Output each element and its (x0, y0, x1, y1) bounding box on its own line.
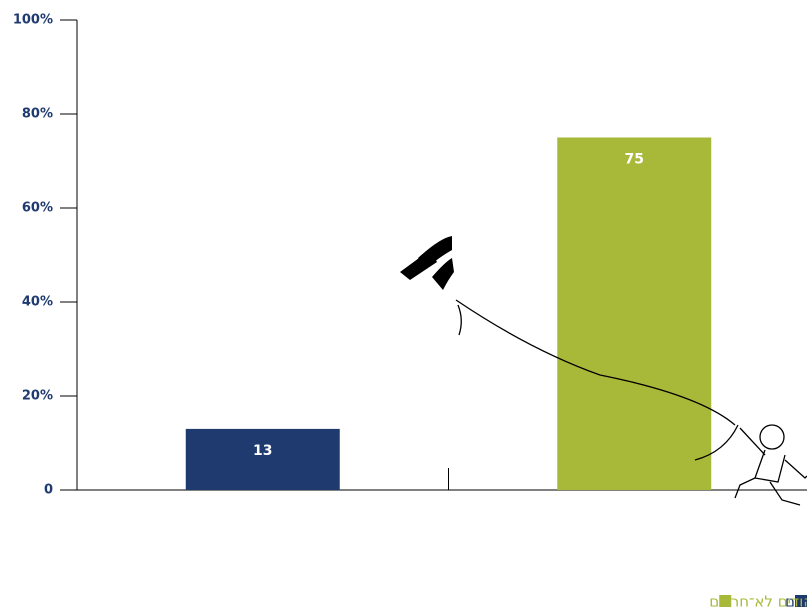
kid-body (734, 427, 807, 506)
plot: 0 20% 40% 60% 80% 100% 13 75 (13, 13, 807, 498)
bar (185, 428, 340, 490)
y-tick-label: 100% (13, 13, 53, 28)
bar (557, 137, 712, 490)
kite-stripe (432, 258, 454, 290)
kite-stripe (418, 236, 452, 268)
kid-head (759, 424, 785, 450)
y-tick-label: 20% (22, 389, 53, 404)
kite-illustration (400, 236, 807, 506)
legend: חרדיםיהודים לא־חרדים (709, 593, 807, 610)
legend-swatch (719, 595, 732, 607)
y-tick-label: 0 (44, 483, 53, 498)
legend-label: חרדים (785, 593, 807, 610)
legend-swatch (795, 595, 807, 607)
kite-string (455, 299, 736, 426)
y-tick-label: 80% (22, 107, 53, 122)
y-tick-label: 40% (22, 295, 53, 310)
legend-label: יהודים לא־חרדים (709, 593, 807, 610)
kite-string (694, 424, 739, 461)
value-label: 13 (253, 443, 272, 459)
y-tick-label: 60% (22, 201, 53, 216)
kite-tail (457, 304, 462, 336)
value-label: 75 (625, 152, 644, 168)
